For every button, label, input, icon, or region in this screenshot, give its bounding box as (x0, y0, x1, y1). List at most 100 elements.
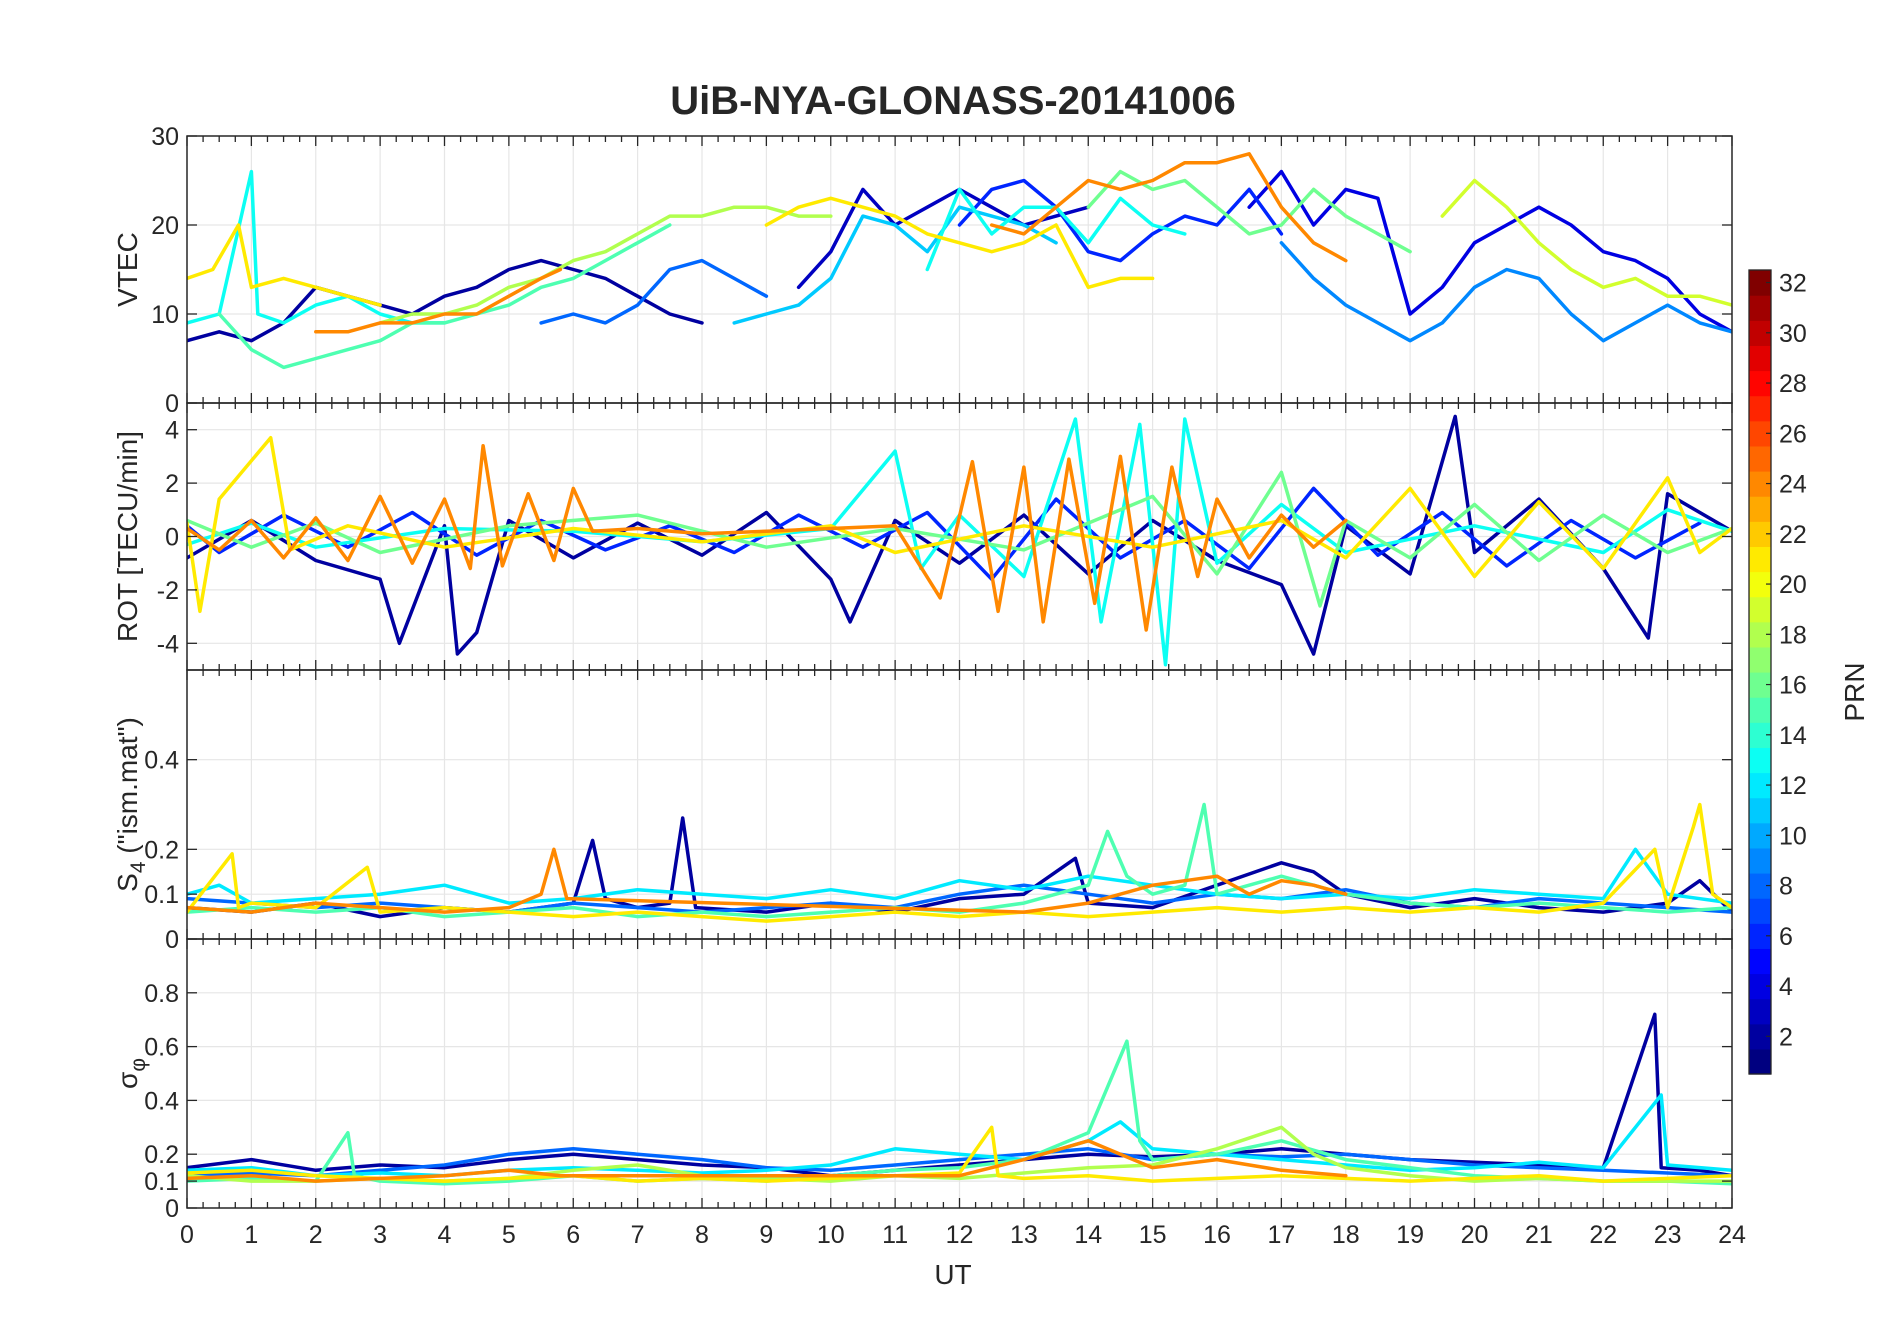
y-tick-label: 0.2 (144, 836, 179, 864)
y-tick-label: -2 (157, 577, 179, 605)
x-tick-label: 20 (1461, 1221, 1489, 1249)
colorbar-tick-label: 32 (1779, 270, 1807, 298)
y-axis-label: S4 ("ism.mat") (112, 717, 150, 892)
x-tick-label: 19 (1396, 1221, 1424, 1249)
series-group (187, 152, 1732, 370)
x-tick-label: 10 (817, 1221, 845, 1249)
colorbar-segment (1749, 571, 1771, 598)
colorbar-segment (1749, 445, 1771, 472)
colorbar-segment (1749, 1023, 1771, 1050)
colorbar-tick-label: 18 (1779, 621, 1807, 649)
x-tick-label: 15 (1139, 1221, 1167, 1249)
y-tick-label: 0 (165, 926, 179, 954)
y-tick-label: 4 (165, 417, 179, 445)
x-tick-label: 11 (882, 1221, 908, 1249)
colorbar-segment (1749, 948, 1771, 975)
series-line-prn-21 (187, 223, 382, 307)
x-tick-label: 12 (946, 1221, 974, 1249)
series-line-prn-21 (764, 196, 1155, 290)
colorbar-tick-label: 6 (1779, 923, 1793, 951)
y-tick-label: 0.1 (144, 1168, 179, 1196)
colorbar-tick-label: 28 (1779, 370, 1807, 398)
series-line-prn-24 (187, 1139, 1348, 1183)
colorbar-segment (1749, 822, 1771, 849)
colorbar-segment (1749, 471, 1771, 497)
series-group (187, 1012, 1732, 1186)
series-line-prn-21 (187, 1125, 1732, 1183)
y-tick-label: 2 (165, 470, 179, 498)
series-line-prn-21 (187, 802, 1732, 923)
y-tick-label: 0 (165, 1195, 179, 1223)
series-line-prn-6 (957, 178, 1284, 263)
x-tick-label: 2 (309, 1221, 323, 1249)
colorbar-segment (1749, 646, 1771, 673)
series-line-prn-18 (378, 205, 833, 325)
series-line-prn-24 (187, 847, 1348, 914)
colorbar-segment (1749, 395, 1771, 422)
y-tick-label: 10 (151, 301, 179, 329)
x-tick-label: 14 (1074, 1221, 1102, 1249)
panel-rot: -4 -2 0 2 4 ROT [TECU/min] (112, 402, 1733, 671)
colorbar-tick-label: 22 (1779, 521, 1807, 549)
colorbar-tick-label: 24 (1779, 471, 1807, 499)
series-line-prn-24 (314, 267, 563, 334)
colorbar-segment (1749, 420, 1771, 447)
y-axis-label: ROT [TECU/min] (112, 431, 143, 642)
colorbar-tick-label: 26 (1779, 420, 1807, 448)
panel-sigma_phi: 00.10.2 0.4 0.6 0.8 σφ (112, 938, 1733, 1223)
x-tick-label: 23 (1654, 1221, 1682, 1249)
colorbar-segment (1749, 998, 1771, 1025)
colorbar-tick-label: 14 (1779, 722, 1807, 750)
colorbar-segment (1749, 1048, 1771, 1075)
x-axis-label: UT (934, 1259, 971, 1290)
colorbar-segment (1749, 521, 1771, 547)
colorbar-segment (1749, 772, 1771, 799)
series-line-prn-2 (187, 258, 704, 343)
colorbar-tick-label: 4 (1779, 973, 1793, 1001)
y-axis-label: σφ (112, 1058, 150, 1089)
x-tick-label: 7 (631, 1221, 645, 1249)
x-tick-label: 9 (759, 1221, 773, 1249)
series-line-prn-24 (187, 443, 1348, 632)
y-tick-label: 0 (165, 524, 179, 552)
y-tick-label: 0.4 (144, 1087, 179, 1115)
series-line-prn-15 (187, 802, 1732, 919)
colorbar-tick-label: 30 (1779, 320, 1807, 348)
panel-s4: 0 0.1 0.2 0.4S4 ("ism.mat") (112, 669, 1733, 954)
y-tick-label: 0 (165, 390, 179, 418)
colorbar-segment (1749, 672, 1771, 698)
x-tick-label: 16 (1203, 1221, 1231, 1249)
x-tick-label: 21 (1525, 1221, 1553, 1249)
series-line-prn-11 (732, 205, 1058, 325)
series-group (187, 802, 1732, 923)
colorbar-segment (1749, 697, 1771, 723)
x-tick-label: 6 (566, 1221, 580, 1249)
series-line-prn-9 (1279, 241, 1732, 343)
y-tick-label: 0.2 (144, 1141, 179, 1169)
series-line-prn-16 (187, 470, 1732, 608)
colorbar-segment (1749, 370, 1771, 397)
series-line-prn-21 (187, 435, 1732, 614)
colorbar-tick-label: 2 (1779, 1023, 1793, 1051)
colorbar-segment (1749, 596, 1771, 623)
series-line-prn-15 (217, 223, 672, 370)
x-tick-label: 24 (1718, 1221, 1746, 1249)
colorbar-segment (1749, 847, 1771, 874)
colorbar-segment (1749, 546, 1771, 573)
colorbar-segment (1749, 747, 1771, 774)
x-tick-label: 0 (180, 1221, 194, 1249)
colorbar-segment (1749, 270, 1771, 296)
colorbar-segment (1749, 320, 1771, 346)
colorbar-segment (1749, 923, 1771, 949)
x-tick-label: 17 (1267, 1221, 1295, 1249)
series-group (187, 414, 1732, 667)
x-tick-label: 18 (1332, 1221, 1360, 1249)
colorbar-segment (1749, 973, 1771, 1000)
colorbar-segment (1749, 295, 1771, 321)
colorbar-tick-label: 8 (1779, 873, 1793, 901)
colorbar-segment (1749, 345, 1771, 372)
colorbar-tick-label: 10 (1779, 822, 1807, 850)
